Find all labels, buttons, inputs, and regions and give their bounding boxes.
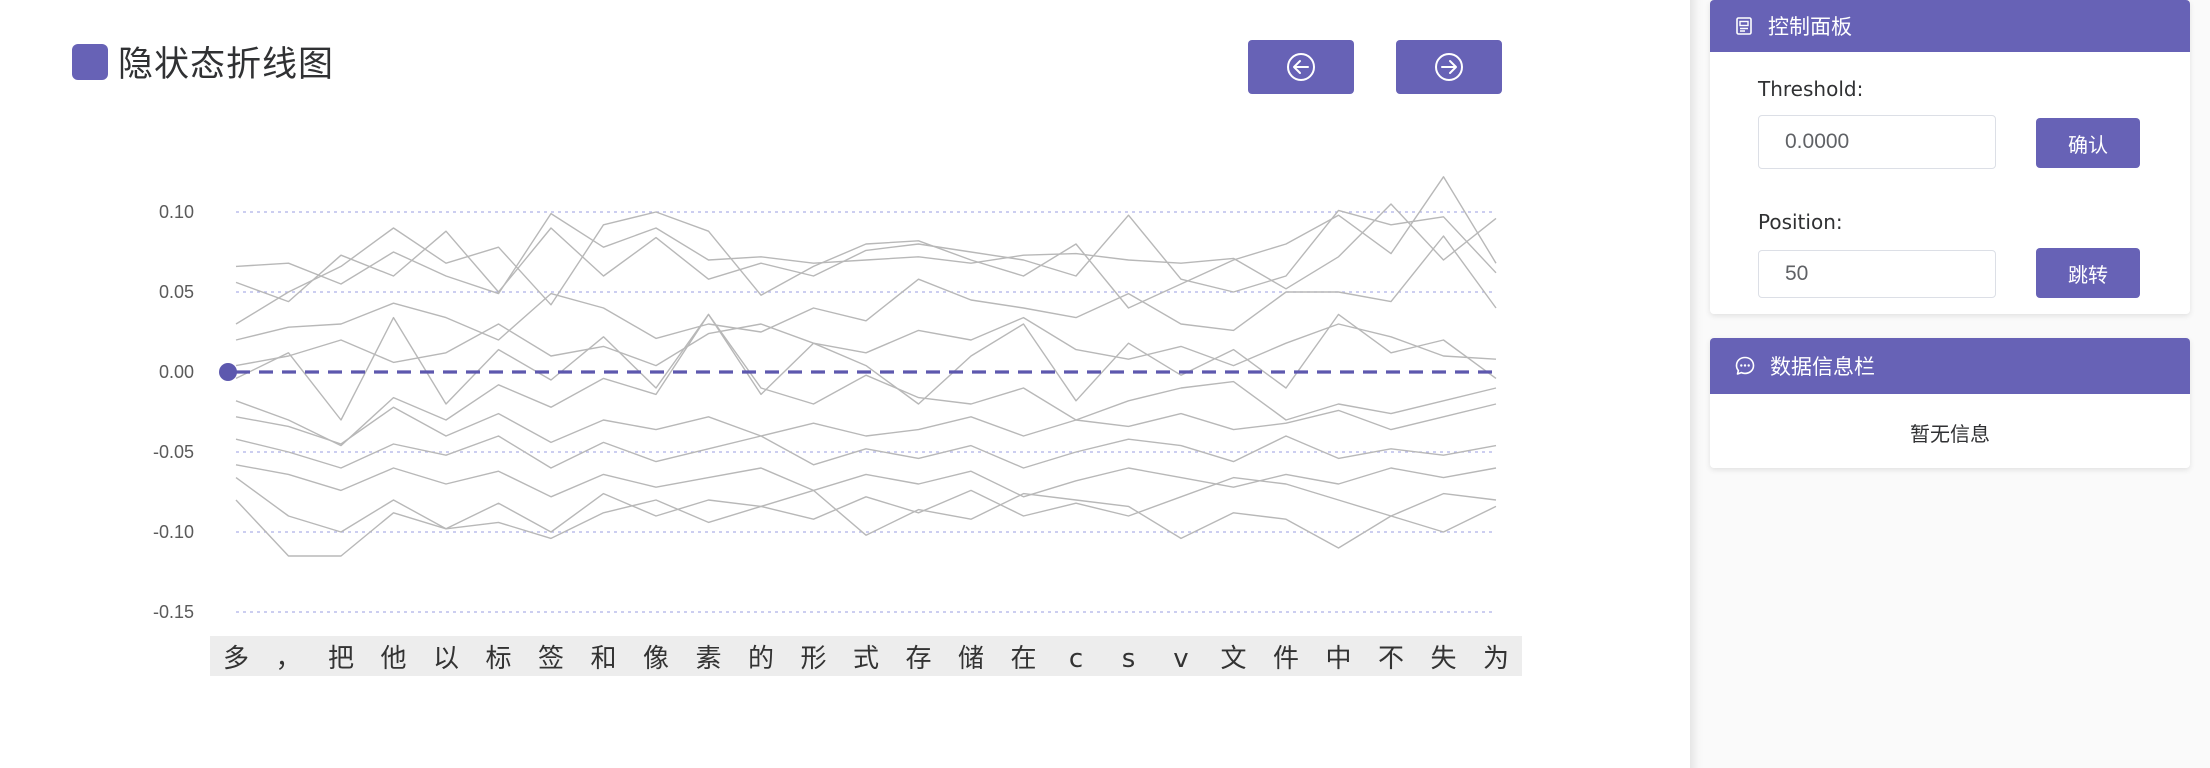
arrow-left-circle-icon bbox=[1287, 53, 1315, 81]
series-lines bbox=[235, 176, 1497, 557]
x-token-label[interactable]: 签 bbox=[538, 644, 564, 674]
x-token-label[interactable]: v bbox=[1173, 644, 1188, 674]
x-token-label[interactable]: 标 bbox=[485, 644, 511, 674]
series-line-12 bbox=[235, 489, 1497, 557]
series-line-6 bbox=[235, 313, 1497, 421]
info-panel: 数据信息栏 暂无信息 bbox=[1710, 338, 2190, 468]
control-panel-header: 控制面板 bbox=[1710, 0, 2190, 52]
next-button[interactable] bbox=[1396, 40, 1502, 94]
hidden-state-line-chart: 0.10 0.05 0.00 -0.05 -0.10 -0.15 多 ， 把他以标签和像素的形… bbox=[153, 176, 1522, 676]
jump-button[interactable]: 跳转 bbox=[2036, 248, 2140, 298]
x-token-label[interactable]: 失 bbox=[1430, 644, 1456, 674]
series-line-9 bbox=[235, 435, 1497, 469]
info-empty-text: 暂无信息 bbox=[1910, 422, 1990, 446]
page-title: 隐状态折线图 bbox=[72, 36, 334, 87]
x-token-label[interactable]: 储 bbox=[958, 644, 984, 674]
threshold-line-group[interactable] bbox=[219, 363, 1496, 381]
x-token-label[interactable]: 以 bbox=[433, 644, 459, 674]
document-icon bbox=[1736, 17, 1752, 35]
arrow-right-circle-icon bbox=[1435, 53, 1463, 81]
x-token-label[interactable]: 素 bbox=[695, 644, 721, 674]
series-line-7 bbox=[235, 313, 1497, 447]
grid-lines bbox=[236, 211, 1496, 613]
position-label: Position: bbox=[1758, 210, 1843, 234]
series-line-10 bbox=[235, 464, 1497, 498]
x-token-label[interactable]: 中 bbox=[1325, 644, 1351, 674]
x-token-label[interactable]: 和 bbox=[590, 644, 616, 674]
panel-divider[interactable] bbox=[1690, 0, 1704, 768]
x-token-label[interactable]: 像 bbox=[643, 644, 669, 674]
series-line-8 bbox=[235, 403, 1497, 445]
chat-icon bbox=[1735, 356, 1755, 375]
x-token-label[interactable]: ， bbox=[275, 644, 301, 674]
x-token-label[interactable]: 在 bbox=[1010, 644, 1036, 674]
info-panel-header: 数据信息栏 bbox=[1710, 338, 2190, 394]
series-line-1 bbox=[235, 203, 1497, 295]
series-line-4 bbox=[235, 235, 1497, 341]
y-tick-label: 0.00 bbox=[159, 362, 194, 382]
x-token-label[interactable]: 他 bbox=[380, 644, 406, 674]
prev-button[interactable] bbox=[1248, 40, 1354, 94]
x-token-label[interactable]: 不 bbox=[1378, 644, 1404, 674]
position-input[interactable] bbox=[1758, 250, 1996, 298]
y-tick-label: -0.10 bbox=[153, 522, 194, 542]
control-panel-title: 控制面板 bbox=[1768, 15, 1852, 39]
y-tick-label: 0.05 bbox=[159, 282, 194, 302]
series-line-2 bbox=[235, 209, 1497, 303]
x-token-label[interactable]: 形 bbox=[800, 644, 826, 674]
series-line-5 bbox=[235, 316, 1497, 367]
title-marker bbox=[72, 43, 108, 80]
x-token-label[interactable]: 把 bbox=[328, 644, 354, 674]
control-panel: 控制面板 Threshold: 确认 Position: 跳转 bbox=[1710, 0, 2190, 314]
series-line-11 bbox=[235, 476, 1497, 533]
threshold-input[interactable] bbox=[1758, 115, 1996, 169]
y-tick-label: -0.05 bbox=[153, 442, 194, 462]
x-token-label[interactable]: c bbox=[1069, 644, 1083, 674]
x-token-label[interactable]: 存 bbox=[905, 644, 931, 674]
threshold-handle[interactable] bbox=[219, 363, 237, 381]
x-axis-tokens: 多 ， 把他以标签和像素的形式存储在 c s v 文件中不失为 bbox=[223, 644, 1509, 674]
x-token-label[interactable]: 式 bbox=[853, 644, 879, 674]
series-line-3 bbox=[235, 176, 1497, 325]
main-area: 隐状态折线图 0.10 0.05 0.00 -0.05 -0.10 -0.15 多 ， 把他以… bbox=[72, 36, 1522, 676]
info-panel-title: 数据信息栏 bbox=[1770, 355, 1875, 379]
x-token-label[interactable]: 为 bbox=[1483, 644, 1509, 674]
token-strip bbox=[210, 636, 1522, 676]
x-token-label[interactable]: 文 bbox=[1220, 644, 1246, 674]
y-axis-ticks: 0.10 0.05 0.00 -0.05 -0.10 -0.15 bbox=[153, 202, 194, 622]
threshold-label: Threshold: bbox=[1758, 77, 1864, 101]
page-title-text: 隐状态折线图 bbox=[118, 45, 335, 85]
y-tick-label: 0.10 bbox=[159, 202, 194, 222]
x-token-label[interactable]: 的 bbox=[748, 644, 774, 674]
x-token-label[interactable]: 多 bbox=[223, 644, 249, 674]
confirm-button[interactable]: 确认 bbox=[2036, 118, 2140, 168]
x-token-label[interactable]: 件 bbox=[1273, 644, 1299, 674]
x-token-label[interactable]: s bbox=[1122, 644, 1136, 674]
y-tick-label: -0.15 bbox=[153, 602, 194, 622]
